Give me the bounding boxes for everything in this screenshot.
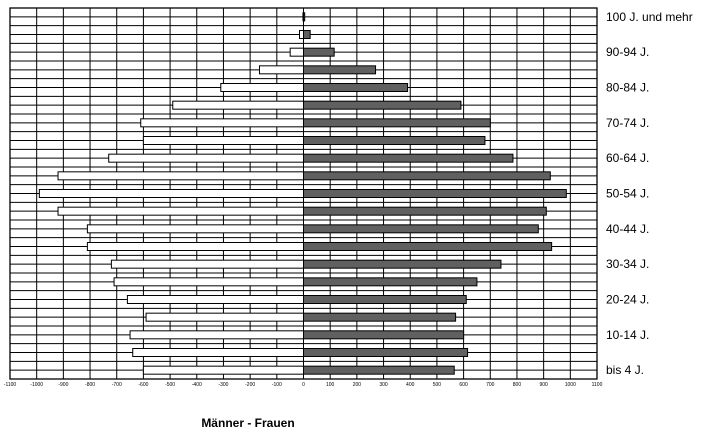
x-tick-label: 900 bbox=[539, 382, 548, 388]
bar-maenner bbox=[142, 365, 304, 375]
x-tick-label: 800 bbox=[513, 382, 522, 388]
x-tick-label: 1100 bbox=[592, 382, 603, 388]
category-label: 100 J. und mehr bbox=[606, 10, 693, 24]
bar-frauen bbox=[303, 12, 306, 22]
bar-maenner bbox=[220, 83, 304, 92]
bar-frauen bbox=[303, 277, 478, 287]
bar-frauen bbox=[303, 242, 553, 251]
category-label: 80-84 J. bbox=[606, 81, 649, 95]
bar-frauen bbox=[303, 189, 567, 198]
x-axis-title: Männer - Frauen bbox=[201, 416, 294, 430]
x-tick-label: -900 bbox=[58, 382, 68, 388]
x-tick-label: 200 bbox=[353, 382, 362, 388]
x-tick-label: 600 bbox=[459, 382, 468, 388]
category-label: 90-94 J. bbox=[606, 45, 649, 59]
x-tick-label: -1000 bbox=[30, 382, 43, 388]
bar-frauen bbox=[303, 83, 409, 92]
category-label: 10-14 J. bbox=[606, 328, 649, 342]
category-label: 70-74 J. bbox=[606, 116, 649, 130]
x-tick-label: -700 bbox=[112, 382, 122, 388]
x-tick-label: 300 bbox=[379, 382, 388, 388]
bar-maenner bbox=[57, 206, 304, 216]
bar-maenner bbox=[142, 136, 304, 145]
bar-maenner bbox=[108, 153, 304, 163]
category-label: 60-64 J. bbox=[606, 151, 649, 165]
bar-maenner bbox=[86, 242, 304, 251]
bar-maenner bbox=[38, 189, 304, 198]
bar-frauen bbox=[303, 65, 377, 75]
x-tick-label: 0 bbox=[302, 382, 305, 388]
bar-maenner bbox=[110, 259, 304, 269]
category-label: bis 4 J. bbox=[606, 363, 644, 377]
bar-frauen bbox=[303, 206, 547, 216]
category-label: 50-54 J. bbox=[606, 187, 649, 201]
plot-border bbox=[9, 7, 598, 380]
bar-frauen bbox=[303, 295, 467, 304]
bar-frauen bbox=[303, 118, 491, 128]
bar-maenner bbox=[132, 348, 304, 357]
bar-maenner bbox=[172, 100, 304, 110]
bar-frauen bbox=[303, 153, 514, 163]
bar-maenner bbox=[126, 295, 305, 304]
x-tick-label: -600 bbox=[138, 382, 148, 388]
bar-frauen bbox=[303, 30, 311, 39]
x-tick-label: -800 bbox=[85, 382, 95, 388]
bar-frauen bbox=[303, 224, 539, 234]
bar-frauen bbox=[303, 259, 502, 269]
category-label: 30-34 J. bbox=[606, 257, 649, 271]
bar-maenner bbox=[145, 312, 304, 322]
category-label: 20-24 J. bbox=[606, 293, 649, 307]
plot-frame bbox=[9, 7, 598, 380]
category-labels: bis 4 J. 10-14 J. 20-24 J. 30-34 J. 40-44 J.… bbox=[606, 10, 693, 377]
x-tick-label: -1100 bbox=[4, 382, 17, 388]
x-tick-label: -200 bbox=[245, 382, 255, 388]
category-label: 40-44 J. bbox=[606, 222, 649, 236]
bar-maenner bbox=[299, 30, 304, 39]
bar-frauen bbox=[303, 365, 455, 375]
bar-frauen bbox=[303, 100, 462, 110]
x-tick-label: 400 bbox=[406, 382, 415, 388]
x-tick-labels: -1100 -1000 -900 -800 -700 -600 -500 -400 -300 -2… bbox=[4, 382, 603, 388]
bar-frauen bbox=[303, 47, 335, 57]
x-tick-label: -100 bbox=[272, 382, 282, 388]
bar-frauen bbox=[303, 136, 486, 145]
x-tick-label: -300 bbox=[218, 382, 228, 388]
x-tick-label: -400 bbox=[192, 382, 202, 388]
bar-frauen bbox=[303, 312, 457, 322]
bars bbox=[38, 12, 567, 375]
x-tick-label: 700 bbox=[486, 382, 495, 388]
bar-maenner bbox=[140, 118, 304, 128]
bar-maenner bbox=[86, 224, 304, 234]
bar-maenner bbox=[289, 47, 305, 57]
bar-maenner bbox=[57, 171, 304, 181]
x-tick-label: 100 bbox=[326, 382, 335, 388]
x-tick-label: 1000 bbox=[565, 382, 576, 388]
bar-maenner bbox=[129, 330, 304, 340]
bar-frauen bbox=[303, 171, 551, 181]
bar-maenner bbox=[258, 65, 305, 75]
bar-frauen bbox=[303, 330, 465, 340]
bar-frauen bbox=[303, 348, 469, 357]
x-tick-label: 500 bbox=[433, 382, 442, 388]
x-tick-label: -500 bbox=[165, 382, 175, 388]
bar-maenner bbox=[113, 277, 304, 287]
